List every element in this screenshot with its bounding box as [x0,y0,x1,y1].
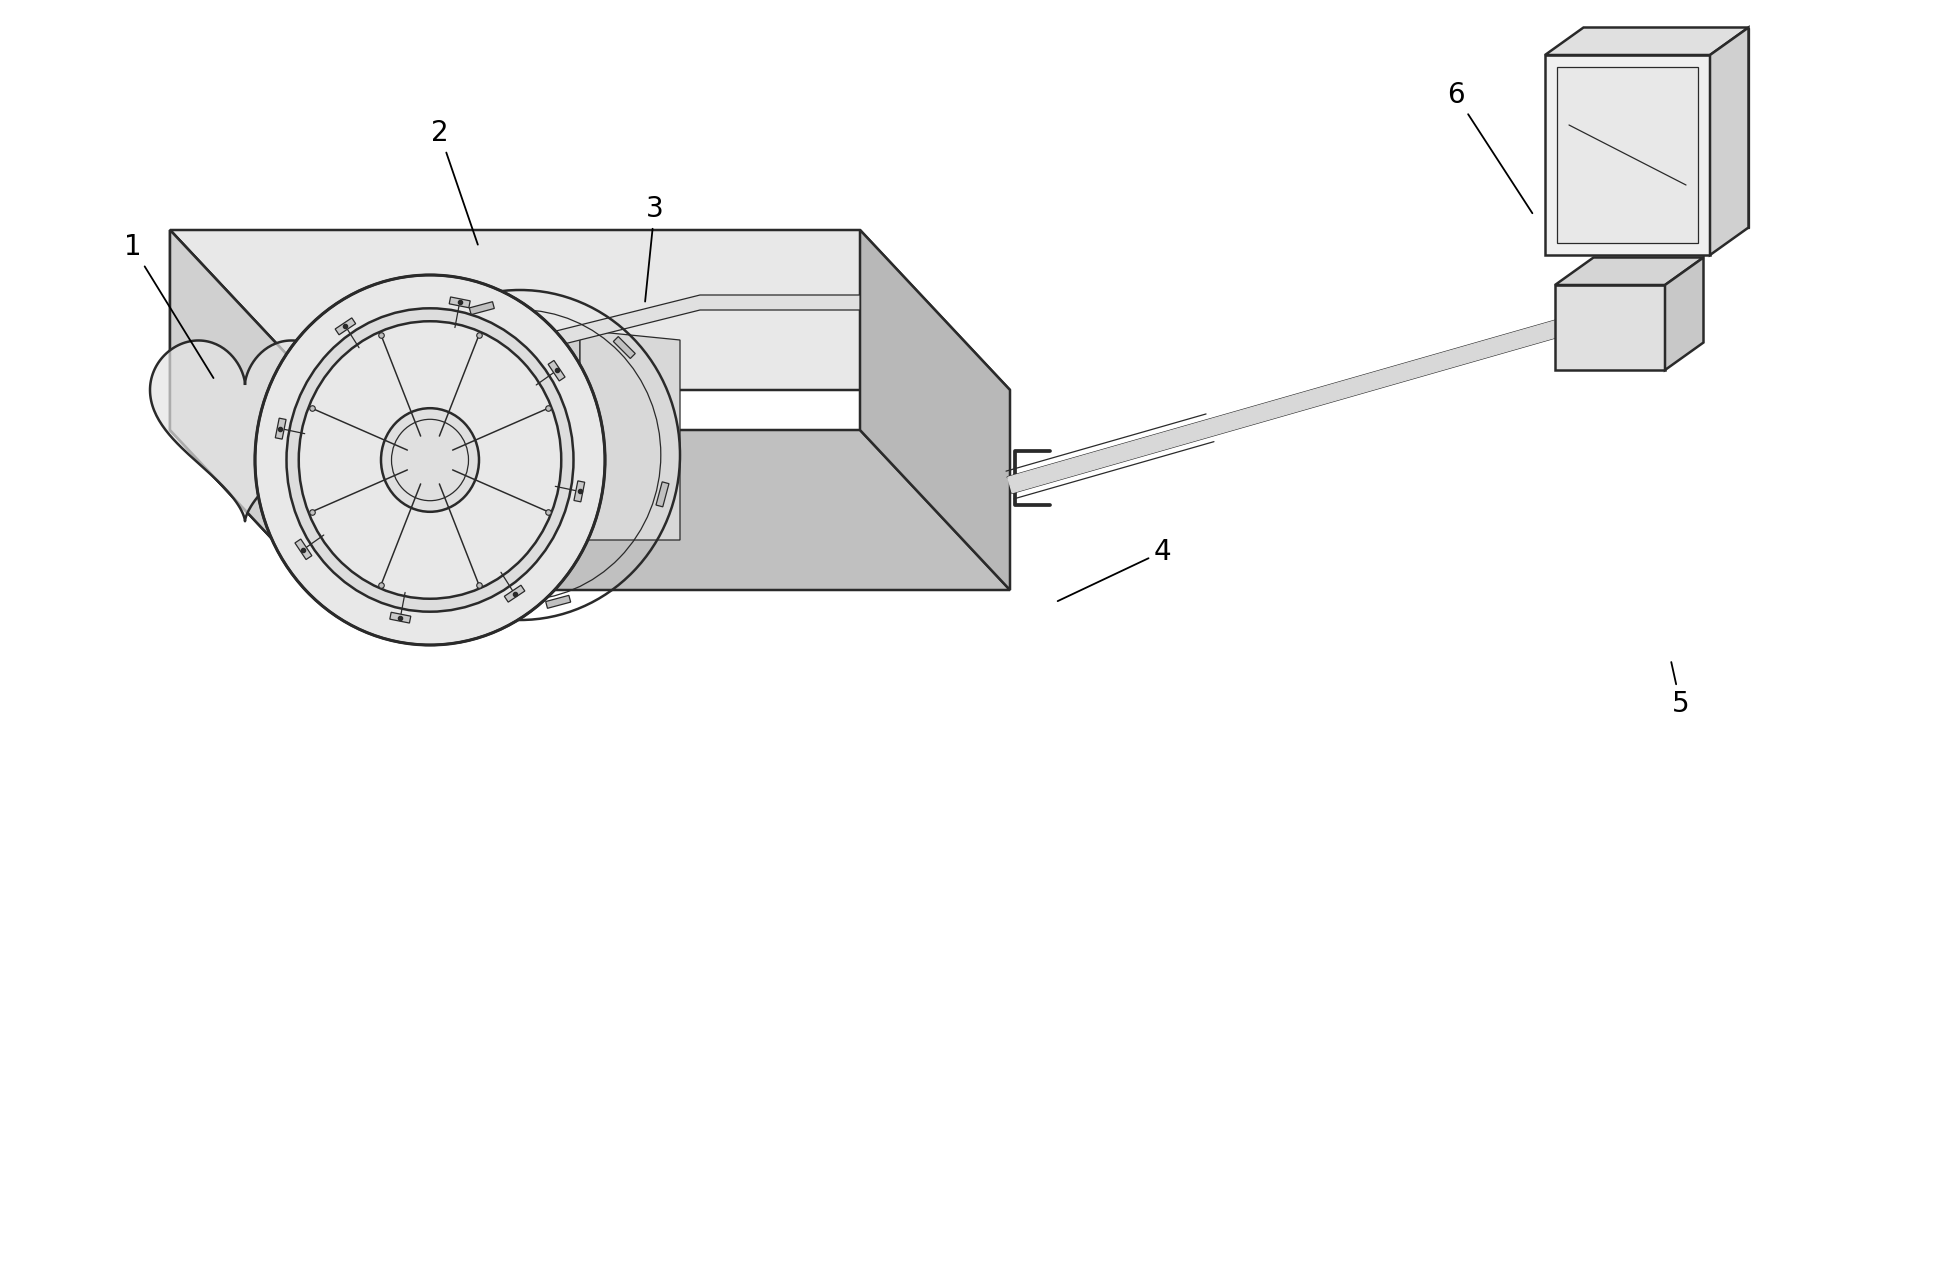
Text: 4: 4 [1057,538,1172,601]
Polygon shape [860,230,1010,590]
Polygon shape [150,341,340,521]
Polygon shape [574,481,584,502]
Polygon shape [1546,28,1749,55]
Polygon shape [469,302,494,314]
Polygon shape [1710,28,1749,255]
Polygon shape [276,418,285,439]
Polygon shape [371,403,385,429]
Polygon shape [657,482,668,507]
Polygon shape [389,612,410,623]
Polygon shape [614,336,635,359]
Polygon shape [549,360,565,380]
Polygon shape [295,539,313,559]
Ellipse shape [256,275,606,645]
Polygon shape [1557,67,1698,243]
Polygon shape [170,230,1010,391]
Polygon shape [1555,257,1704,285]
Ellipse shape [299,321,561,598]
Text: 2: 2 [430,119,479,245]
Polygon shape [449,297,471,308]
Polygon shape [170,430,1010,590]
Text: 3: 3 [645,195,664,302]
Ellipse shape [287,308,574,611]
Polygon shape [1583,28,1749,227]
Polygon shape [504,586,526,602]
Polygon shape [545,596,571,609]
Polygon shape [1555,285,1665,370]
Polygon shape [1665,257,1704,370]
Polygon shape [170,230,320,590]
Text: 6: 6 [1446,81,1532,213]
Polygon shape [580,330,680,540]
Polygon shape [320,489,580,590]
Polygon shape [336,318,356,335]
Polygon shape [1008,314,1583,493]
Polygon shape [320,295,860,404]
Ellipse shape [381,408,479,512]
Polygon shape [170,230,320,590]
Polygon shape [404,552,426,573]
Polygon shape [320,330,580,440]
Text: 1: 1 [123,233,213,378]
Text: 5: 5 [1671,662,1690,718]
Polygon shape [1546,55,1710,255]
